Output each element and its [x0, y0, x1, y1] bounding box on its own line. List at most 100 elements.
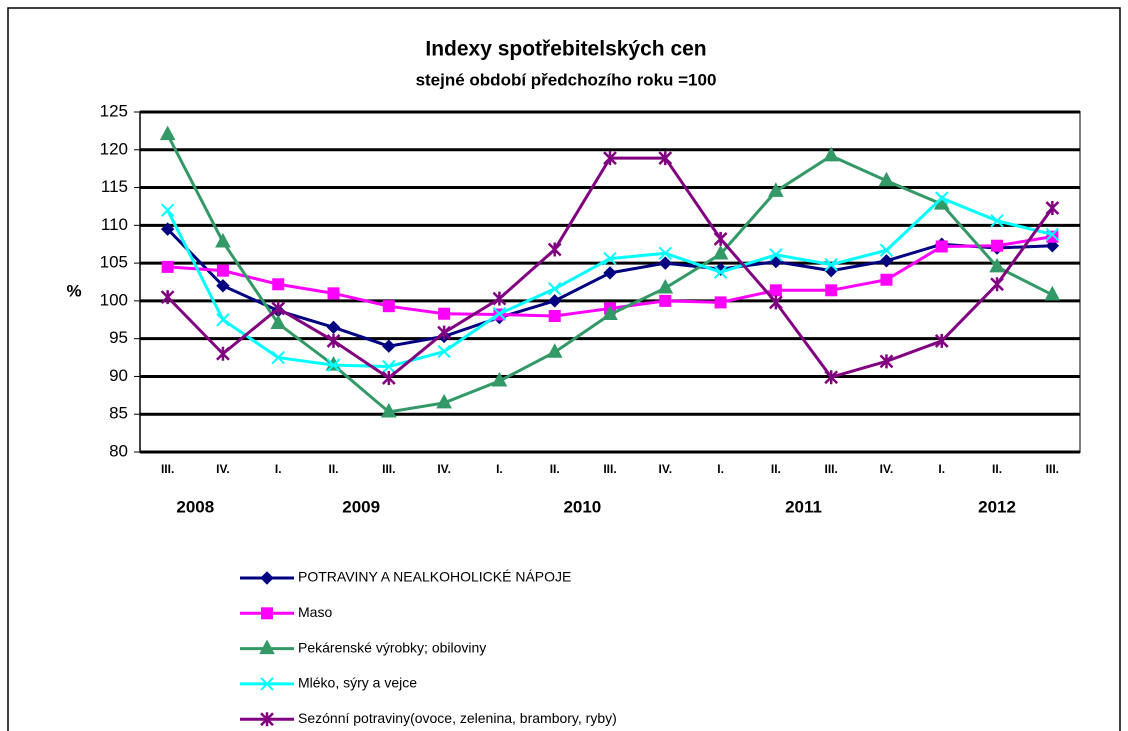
x-tick-label: II.	[771, 462, 781, 476]
marker	[547, 282, 562, 296]
x-group-label: 2008	[176, 497, 214, 516]
marker	[382, 300, 395, 313]
marker	[934, 333, 949, 348]
x-tick-label: IV.	[880, 462, 894, 476]
x-tick-label: III.	[825, 462, 838, 476]
marker	[824, 257, 838, 272]
marker	[438, 307, 451, 320]
x-group-label: 2012	[978, 497, 1016, 516]
marker	[216, 313, 230, 327]
y-tick-label: 90	[109, 366, 128, 385]
marker	[823, 146, 840, 162]
marker	[1045, 200, 1060, 215]
legend-label: Maso	[298, 604, 332, 620]
marker	[602, 305, 618, 320]
marker	[437, 344, 451, 359]
x-tick-label: IV.	[216, 462, 230, 476]
chart-subtitle: stejné období předchozího roku =100	[416, 70, 717, 89]
marker	[382, 339, 396, 353]
marker	[769, 248, 783, 262]
marker	[260, 712, 274, 727]
marker	[327, 287, 340, 300]
y-tick-label: 85	[109, 404, 128, 423]
marker	[161, 260, 174, 273]
marker	[271, 301, 286, 316]
marker	[271, 350, 285, 365]
marker	[547, 294, 562, 308]
marker	[879, 243, 894, 257]
legend-label: Pekárenské výrobky; obiloviny	[298, 639, 486, 655]
marker	[603, 266, 617, 280]
x-tick-label: III.	[161, 462, 174, 476]
marker	[989, 257, 1005, 273]
x-tick-label: III.	[603, 462, 616, 476]
x-tick-label: I.	[496, 462, 503, 476]
chart-title: Indexy spotřebitelských cen	[425, 38, 706, 61]
marker	[216, 279, 230, 293]
y-axis-label: %	[66, 281, 81, 300]
marker	[159, 125, 176, 141]
marker	[714, 296, 727, 309]
legend-label: POTRAVINY A NEALKOHOLICKÉ NÁPOJE	[298, 569, 571, 585]
marker	[769, 284, 782, 297]
marker	[326, 333, 341, 348]
marker	[326, 320, 341, 335]
x-group-label: 2010	[563, 497, 601, 516]
marker	[381, 370, 396, 385]
marker	[382, 359, 396, 374]
y-tick-label: 100	[100, 290, 128, 309]
marker	[216, 264, 229, 277]
marker	[880, 273, 893, 286]
marker	[260, 571, 274, 585]
marker	[935, 240, 948, 253]
marker	[491, 371, 508, 387]
x-tick-label: I.	[275, 462, 282, 476]
y-tick-label: 80	[109, 441, 128, 460]
marker	[492, 291, 507, 306]
legend-label: Mléko, sýry a vejce	[298, 675, 417, 691]
marker	[260, 677, 274, 691]
marker	[548, 310, 561, 322]
x-tick-label: I.	[938, 462, 945, 476]
marker	[1045, 227, 1060, 242]
marker	[768, 182, 784, 197]
marker	[1044, 285, 1061, 301]
marker	[879, 354, 894, 369]
marker	[436, 393, 452, 409]
marker	[991, 239, 1004, 252]
marker	[1046, 230, 1059, 243]
marker	[215, 232, 231, 248]
marker	[261, 607, 273, 620]
marker	[658, 246, 673, 260]
marker	[713, 265, 728, 279]
marker	[272, 278, 285, 291]
marker	[437, 325, 452, 340]
marker	[990, 277, 1004, 292]
y-tick-label: 105	[100, 253, 128, 272]
marker	[603, 151, 617, 166]
x-tick-label: III.	[382, 462, 395, 476]
marker	[380, 402, 397, 418]
marker	[160, 203, 175, 217]
marker	[1045, 239, 1060, 253]
marker	[712, 244, 729, 260]
frame	[7, 7, 1121, 731]
x-group-label: 2009	[342, 497, 380, 516]
x-tick-label: II.	[550, 462, 560, 476]
marker	[546, 343, 563, 358]
marker	[326, 358, 341, 372]
marker	[658, 256, 673, 270]
marker	[547, 242, 562, 257]
y-tick-label: 110	[101, 215, 128, 234]
marker	[216, 346, 230, 361]
y-tick-label: 125	[100, 101, 128, 120]
x-group-label: 2011	[785, 497, 822, 516]
x-tick-label: I.	[717, 462, 724, 476]
marker	[270, 314, 287, 330]
marker	[768, 295, 783, 310]
x-tick-label: IV.	[659, 462, 673, 476]
marker	[492, 307, 507, 321]
y-tick-label: 95	[109, 328, 128, 347]
marker	[825, 284, 838, 297]
